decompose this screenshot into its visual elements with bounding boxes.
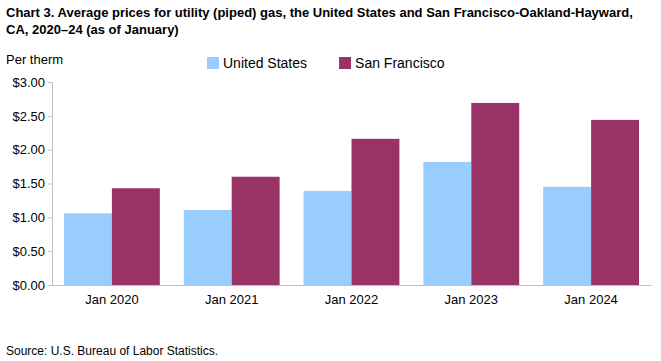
y-tick-label: $2.50 xyxy=(12,108,45,123)
legend-label: San Francisco xyxy=(355,55,445,71)
y-tick: $0.00 xyxy=(12,278,52,293)
x-tick: Jan 2020 xyxy=(85,285,138,307)
bar xyxy=(471,103,519,285)
y-axis: $0.00 $0.50 $1.00 $1.50 $2.00 $2.50 $3.00 xyxy=(12,75,52,293)
legend-swatch xyxy=(207,57,219,69)
bar xyxy=(591,120,639,285)
y-tick: $1.50 xyxy=(12,176,52,191)
x-tick-label: Jan 2023 xyxy=(445,292,499,307)
legend-swatch xyxy=(339,57,351,69)
bar xyxy=(112,188,160,285)
x-tick: Jan 2022 xyxy=(325,285,379,307)
y-tick-label: $0.00 xyxy=(12,278,45,293)
bar xyxy=(64,213,112,285)
bar xyxy=(304,191,352,285)
y-tick-mark xyxy=(48,184,52,185)
bar xyxy=(423,162,471,285)
y-tick-mark xyxy=(48,217,52,218)
y-tick: $2.00 xyxy=(12,142,52,157)
title: Chart 3. Average prices for utility (pip… xyxy=(6,5,636,37)
x-tick: Jan 2021 xyxy=(205,285,259,307)
y-tick-mark xyxy=(48,285,52,286)
y-tick-label: $1.00 xyxy=(12,210,45,225)
y-tick-label: $3.00 xyxy=(12,75,45,90)
bar xyxy=(543,187,591,285)
bar xyxy=(352,139,400,285)
chart: Chart 3. Average prices for utility (pip… xyxy=(0,0,661,361)
y-tick: $2.50 xyxy=(12,108,52,123)
y-tick-mark xyxy=(48,251,52,252)
legend-label: United States xyxy=(223,55,307,71)
y-tick-mark xyxy=(48,150,52,151)
source: Source: U.S. Bureau of Labor Statistics. xyxy=(6,344,218,358)
y-axis-line xyxy=(48,83,53,286)
x-tick: Jan 2024 xyxy=(564,285,618,307)
y-tick-label: $2.00 xyxy=(12,142,45,157)
x-tick-label: Jan 2021 xyxy=(205,292,259,307)
x-tick: Jan 2023 xyxy=(445,285,499,307)
y-tick: $0.50 xyxy=(12,244,52,259)
bar xyxy=(184,210,232,285)
y-tick-mark xyxy=(48,116,52,117)
x-tick-label: Jan 2024 xyxy=(564,292,618,307)
y-tick: $3.00 xyxy=(12,75,52,90)
x-tick-label: Jan 2022 xyxy=(325,292,379,307)
x-tick-label: Jan 2020 xyxy=(85,292,138,307)
y-tick-label: $0.50 xyxy=(12,244,45,259)
legend: United States San Francisco xyxy=(207,55,445,71)
y-tick-label: $1.50 xyxy=(12,176,45,191)
x-axis: Jan 2020 Jan 2021 Jan 2022 Jan 2023 Jan 2024 xyxy=(53,285,652,307)
x-axis-line xyxy=(53,285,652,286)
bars xyxy=(64,103,639,285)
y-tick-mark xyxy=(48,82,52,83)
y-axis-title: Per therm xyxy=(6,52,63,67)
y-tick: $1.00 xyxy=(12,210,52,225)
bar xyxy=(232,177,280,285)
